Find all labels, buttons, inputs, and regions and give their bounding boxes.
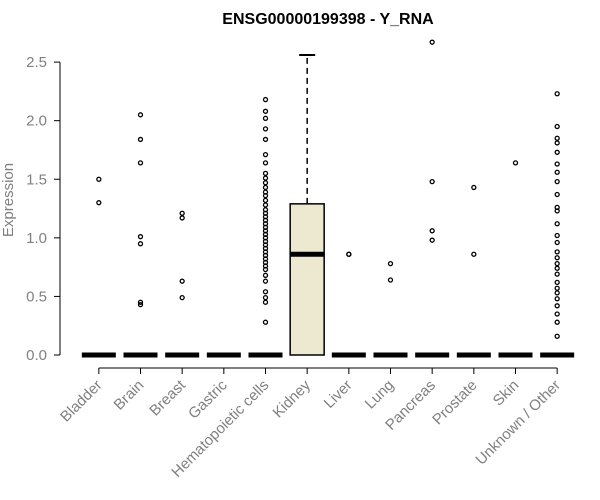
y-tick-label: 1.0 (26, 230, 47, 247)
outlier-point (554, 333, 560, 339)
outlier-point (554, 149, 560, 155)
y-axis: 0.0 0.5 1.0 1.5 2.0 2.5 (26, 54, 61, 364)
outlier-point (262, 299, 269, 305)
outlier-point (471, 184, 477, 191)
x-tick-label: Kidney (270, 376, 315, 421)
outlier-point (554, 191, 560, 198)
x-tick-label: Liver (321, 377, 356, 412)
outlier-point (262, 160, 269, 166)
outlier-point (179, 294, 185, 301)
outlier-point (554, 290, 560, 296)
box-iqr (289, 203, 325, 356)
y-tick-label: 2.0 (26, 113, 47, 130)
outlier-point (262, 197, 269, 203)
outlier-point (387, 277, 394, 283)
outlier-point (512, 160, 519, 166)
outlier-point (262, 151, 269, 158)
outlier-point (262, 96, 269, 103)
y-tick-label: 1.5 (26, 171, 47, 188)
outlier-point (429, 178, 435, 185)
y-tick-label: 2.5 (26, 54, 47, 71)
outlier-point (179, 278, 185, 284)
outlier-point (262, 184, 269, 191)
outlier-point (262, 319, 269, 325)
x-tick-label: Brain (111, 377, 148, 414)
outlier-point (262, 108, 269, 114)
chart-title: ENSG00000199398 - Y_RNA (222, 11, 434, 28)
x-tick-label: Lung (362, 377, 398, 413)
outlier-point (262, 115, 269, 121)
x-tick-label: Bladder (57, 377, 106, 426)
outlier-point (262, 180, 269, 186)
outlier-point (554, 135, 560, 141)
outlier-point (137, 241, 144, 247)
outlier-point (554, 303, 560, 309)
outlier-points (96, 39, 560, 339)
outlier-point (387, 260, 394, 267)
outlier-point (137, 112, 144, 118)
outlier-point (262, 294, 269, 301)
outlier-point (262, 278, 269, 284)
outlier-point (429, 237, 435, 243)
outlier-point (554, 123, 560, 130)
x-tick-label: Skin (490, 377, 523, 410)
outlier-point (346, 251, 352, 257)
outlier-point (554, 249, 560, 255)
outlier-point (137, 160, 144, 166)
outlier-point (554, 255, 560, 261)
y-tick-label: 0.0 (26, 347, 47, 364)
outlier-point (262, 272, 269, 278)
outlier-point (137, 301, 144, 308)
outlier-point (554, 279, 560, 286)
outlier-point (554, 208, 560, 214)
outlier-point (554, 91, 560, 97)
y-tick-label: 0.5 (26, 288, 47, 305)
outlier-point (96, 200, 102, 206)
outlier-point (554, 311, 560, 317)
outlier-point (262, 175, 269, 181)
outlier-point (429, 39, 435, 45)
y-axis-label: Expression (0, 163, 17, 237)
outlier-point (179, 215, 185, 221)
outlier-point (262, 126, 269, 132)
x-tick-label: Prostate (429, 377, 481, 429)
outlier-point (554, 161, 560, 167)
outlier-point (554, 265, 560, 271)
outlier-point (554, 140, 560, 146)
outlier-point (262, 193, 269, 199)
outlier-point (137, 299, 144, 305)
outlier-point (262, 170, 269, 177)
outlier-point (554, 296, 560, 302)
outlier-point (554, 221, 560, 227)
outlier-point (554, 271, 560, 277)
outlier-point (262, 289, 269, 295)
outlier-point (554, 239, 560, 246)
outlier-point (429, 228, 435, 234)
outlier-point (262, 136, 269, 143)
outlier-point (262, 266, 269, 273)
box-series (289, 54, 325, 356)
outlier-point (554, 319, 560, 325)
outlier-point (262, 202, 269, 208)
outlier-point (471, 251, 477, 257)
outlier-point (179, 210, 185, 216)
outlier-point (554, 260, 560, 267)
outlier-point (96, 176, 102, 182)
outlier-point (554, 232, 560, 239)
outlier-point (137, 136, 144, 143)
x-tick-label: Breast (146, 376, 189, 419)
outlier-point (137, 234, 144, 240)
outlier-point (554, 169, 560, 175)
outlier-point (554, 178, 560, 185)
outlier-point (554, 285, 560, 291)
